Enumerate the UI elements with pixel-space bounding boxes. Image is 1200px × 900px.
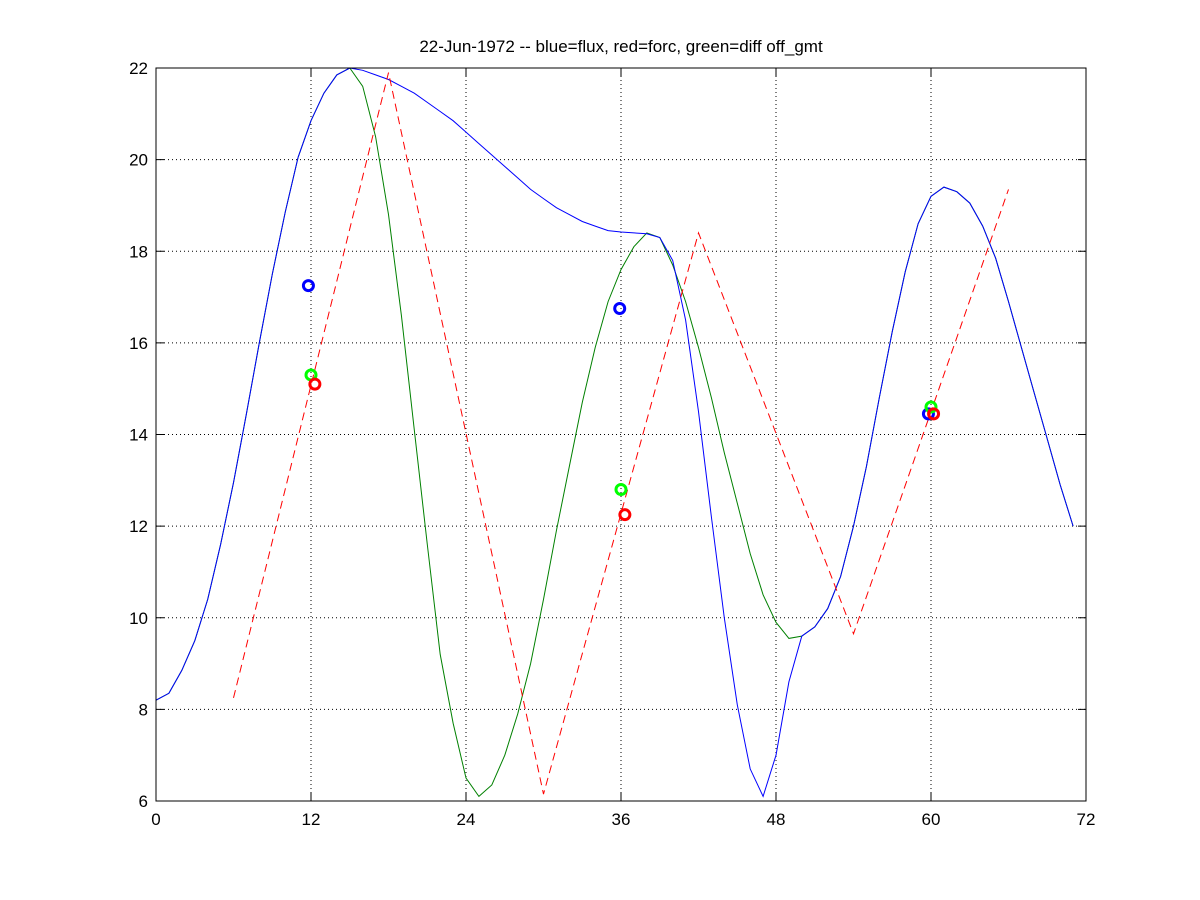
x-tick-label: 24 — [457, 810, 476, 829]
marker-point-0 — [301, 279, 315, 293]
series-line-0 — [155, 67, 1074, 798]
x-tick-label: 12 — [302, 810, 321, 829]
x-tick-label: 60 — [922, 810, 941, 829]
y-tick-label: 14 — [129, 426, 148, 445]
series-line-2 — [233, 72, 1009, 795]
y-tick-label: 8 — [139, 700, 148, 719]
x-tick-label: 48 — [767, 810, 786, 829]
marker-point-7 — [924, 400, 938, 414]
marker-point-6 — [921, 407, 935, 421]
y-tick-label: 12 — [129, 517, 148, 536]
series-lines — [155, 67, 1074, 798]
y-axis-tick-labels: 6 8 10 12 14 16 18 20 22 — [129, 59, 148, 811]
x-tick-label: 0 — [151, 810, 160, 829]
y-tick-label: 6 — [139, 792, 148, 811]
y-tick-label: 16 — [129, 334, 148, 353]
marker-point-2 — [308, 377, 322, 391]
marker-point-5 — [618, 508, 632, 522]
y-tick-label: 20 — [129, 151, 148, 170]
grid-lines — [156, 68, 1086, 801]
y-tick-label: 22 — [129, 59, 148, 78]
axis-ticks — [155, 67, 1087, 802]
y-tick-label: 10 — [129, 609, 148, 628]
marker-point-4 — [614, 482, 628, 496]
marker-points — [301, 279, 941, 522]
marker-point-3 — [613, 302, 627, 316]
marker-point-8 — [927, 407, 941, 421]
x-tick-label: 36 — [612, 810, 631, 829]
x-tick-label: 72 — [1077, 810, 1096, 829]
x-axis-tick-labels: 0 12 24 36 48 60 72 — [151, 810, 1095, 829]
y-tick-label: 18 — [129, 242, 148, 261]
chart-title: 22-Jun-1972 -- blue=flux, red=forc, gree… — [419, 37, 823, 56]
